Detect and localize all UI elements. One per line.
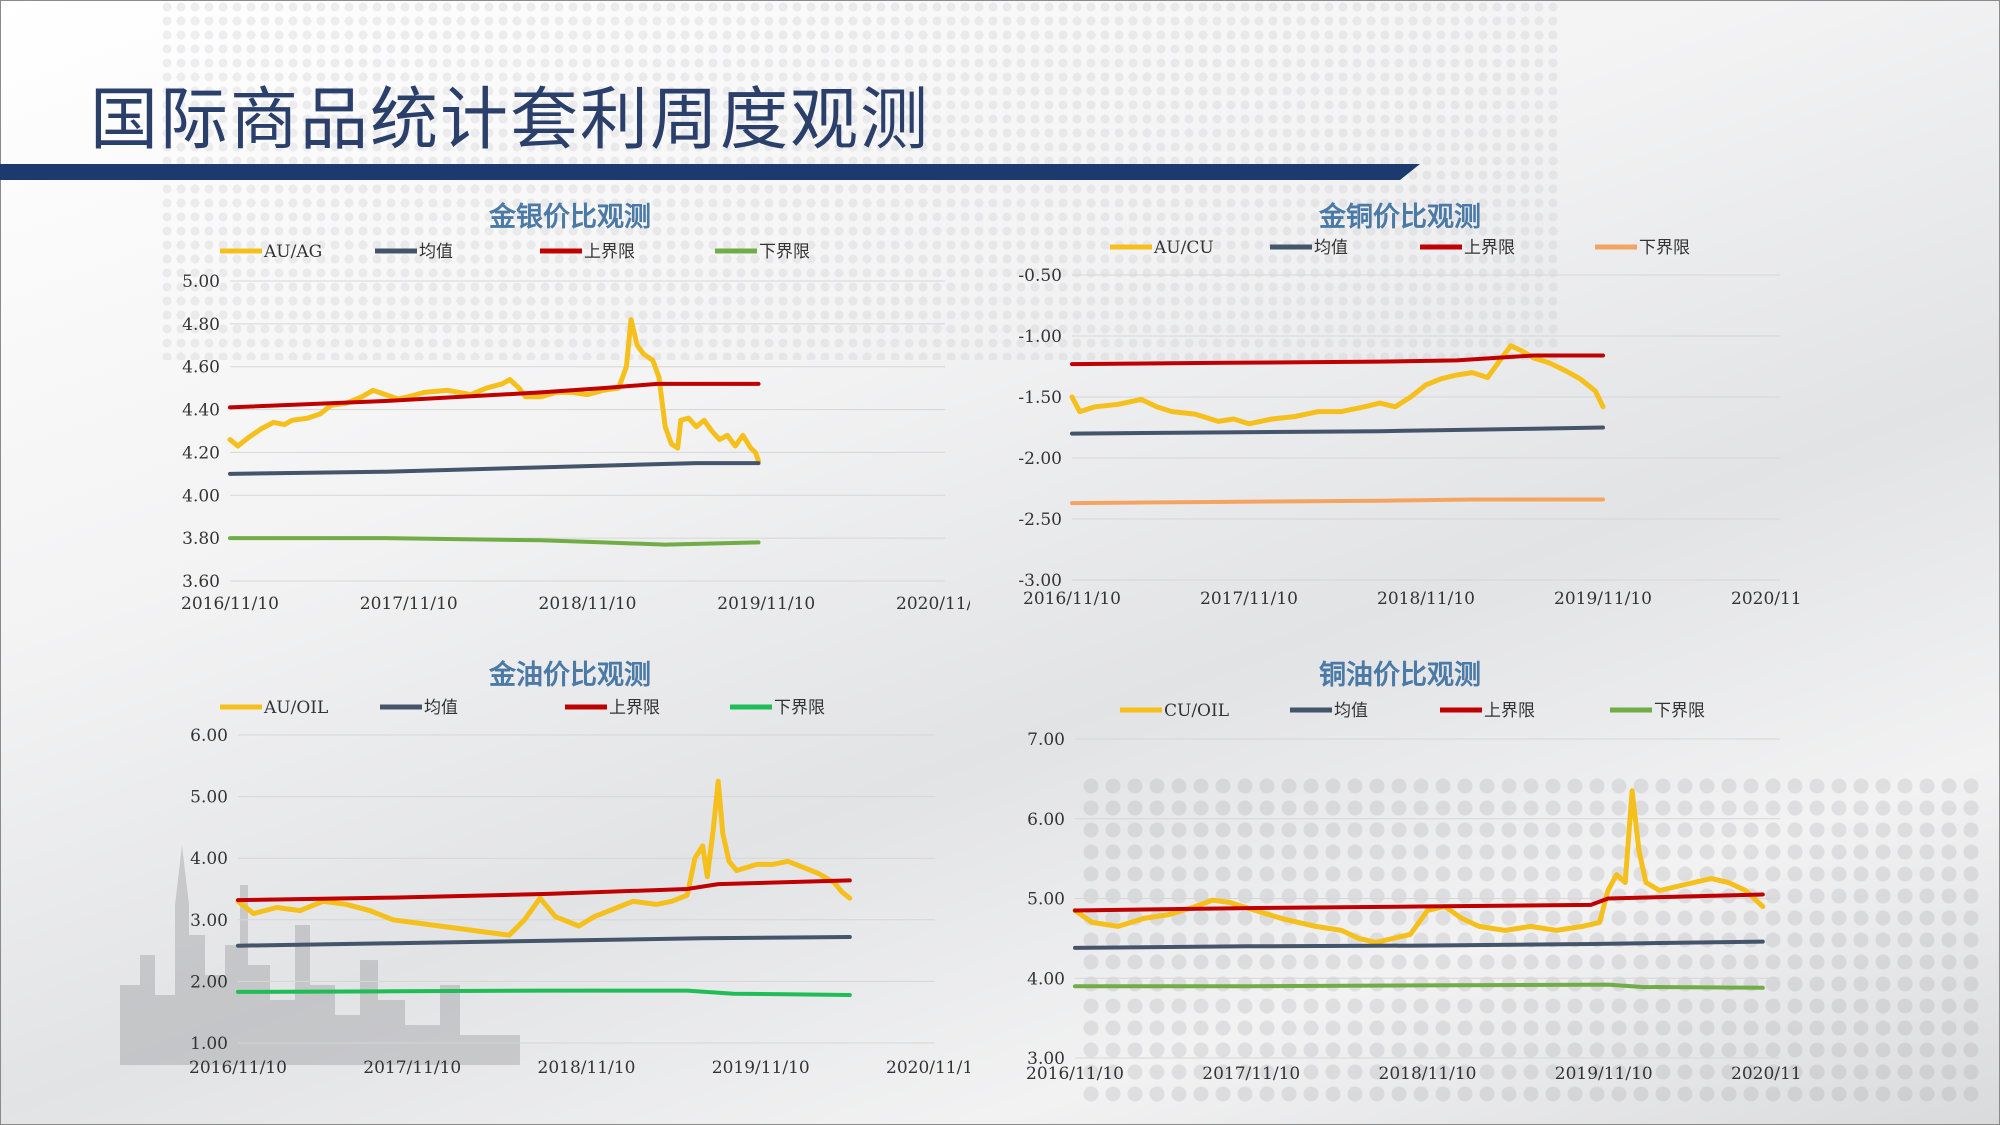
series-line-3	[236, 988, 852, 997]
chart-au-cu-panel: 金铜价比观测 -0.50 -1.00 -1.50 -2.00 -2.50 -3.00 201…	[1000, 185, 1800, 615]
y-tick-label: -0.50	[1018, 266, 1062, 286]
y-tick-label: 3.00	[190, 911, 228, 931]
chart-au-cu: -0.50 -1.00 -1.50 -2.00 -2.50 -3.002016/11/10…	[1018, 238, 1800, 609]
legend-label: 下界限	[1654, 701, 1705, 721]
series-line-3	[1070, 497, 1605, 506]
x-tick-label: 2020/11/10	[1731, 589, 1800, 609]
legend-label: 下界限	[774, 698, 825, 718]
legend-label: 上界限	[1484, 701, 1535, 721]
x-tick-label: 2018/11/10	[1377, 589, 1475, 609]
legend-label: 均值	[419, 242, 453, 262]
series-line-3	[1073, 982, 1765, 990]
y-tick-label: -1.00	[1018, 327, 1062, 347]
title-underline-bar	[0, 164, 1420, 180]
chart-au-ag-panel: 金银价比观测 5.00 4.80 4.60 4.40 4.20 4.00 3.80 3.60 2…	[170, 185, 970, 615]
y-tick-label: 3.00	[1027, 1049, 1065, 1069]
legend-label: 上界限	[584, 242, 635, 262]
legend-label: CU/OIL	[1164, 701, 1229, 721]
chart-au-oil-panel: 金油价比观测 6.00 5.00 4.00 3.00 2.00 1.00 2016/11/1…	[170, 643, 970, 1083]
chart-title: 金银价比观测	[489, 202, 651, 233]
series-line-1	[228, 461, 761, 476]
y-tick-label: 4.00	[182, 486, 220, 506]
chart-au-oil: 6.00 5.00 4.00 3.00 2.00 1.00 2016/11/10 2017/1…	[189, 698, 970, 1078]
y-tick-label: 4.60	[182, 358, 220, 378]
y-tick-label: -2.50	[1018, 510, 1062, 530]
y-tick-label: 1.00	[190, 1034, 228, 1054]
series-line-1	[1070, 425, 1605, 436]
series-line-0	[1072, 788, 1766, 945]
y-tick-label: 4.40	[182, 401, 220, 421]
series-line-0	[227, 317, 761, 464]
legend-label: 均值	[1314, 238, 1348, 258]
series-line-2	[236, 878, 852, 903]
chart-title: 金油价比观测	[489, 660, 651, 691]
x-tick-label: 2019/11/10	[712, 1058, 810, 1078]
x-tick-label: 2018/11/10	[539, 594, 637, 614]
y-tick-label: -2.00	[1018, 449, 1062, 469]
x-tick-label: 2017/11/10	[1202, 1064, 1300, 1083]
y-tick-label: 5.00	[1027, 890, 1065, 910]
legend-label: 均值	[424, 698, 458, 718]
y-tick-label: 5.00	[190, 788, 228, 808]
legend-label: 均值	[1334, 701, 1368, 721]
y-tick-label: 4.80	[182, 315, 220, 335]
chart-cu-oil-panel: 铜油价比观测 7.00 6.00 5.00 4.00 3.00 2016/11/10 201…	[1000, 643, 1800, 1083]
y-tick-label: 4.00	[190, 849, 228, 869]
legend-label: 上界限	[609, 698, 660, 718]
x-tick-label: 2016/11/10	[181, 594, 279, 614]
series-line-1	[1073, 939, 1765, 950]
series-line-0	[235, 778, 853, 938]
legend-label: AU/CU	[1153, 238, 1214, 258]
y-tick-label: 6.00	[190, 726, 228, 746]
background-world-map	[160, 0, 1560, 360]
x-tick-label: 2019/11/10	[1554, 589, 1652, 609]
y-tick-label: -3.00	[1018, 571, 1062, 591]
y-tick-label: 3.80	[182, 529, 220, 549]
y-tick-label: -1.50	[1018, 388, 1062, 408]
x-tick-label: 2016/11/10	[1026, 1064, 1124, 1083]
series-line-2	[1070, 353, 1605, 367]
y-tick-label: 6.00	[1027, 810, 1065, 830]
y-tick-label: 2.00	[190, 972, 228, 992]
x-tick-label: 2016/11/10	[189, 1058, 287, 1078]
series-line-2	[228, 381, 761, 410]
legend-label: AU/OIL	[263, 698, 328, 718]
y-tick-label: 5.00	[182, 272, 220, 292]
series-line-2	[1073, 892, 1765, 913]
series-line-3	[228, 536, 761, 547]
y-tick-label: 7.00	[1027, 730, 1065, 750]
x-tick-label: 2018/11/10	[538, 1058, 636, 1078]
chart-title: 铜油价比观测	[1319, 660, 1481, 691]
x-tick-label: 2017/11/10	[1200, 589, 1298, 609]
series-line-1	[236, 935, 852, 948]
legend-label: 下界限	[1639, 238, 1690, 258]
legend-label: AU/AG	[263, 242, 322, 262]
x-tick-label: 2019/11/10	[717, 594, 815, 614]
background-skyline	[120, 845, 520, 1065]
y-tick-label: 3.60	[182, 572, 220, 592]
x-tick-label: 2017/11/10	[363, 1058, 461, 1078]
page-title: 国际商品统计套利周度观测	[90, 81, 931, 160]
x-tick-label: 2017/11/10	[360, 594, 458, 614]
chart-title: 金铜价比观测	[1319, 202, 1481, 233]
y-tick-label: 4.20	[182, 443, 220, 463]
legend-label: 下界限	[759, 242, 810, 262]
x-tick-label: 2020/11/10	[886, 1058, 970, 1078]
x-tick-label: 2020/11/10	[1731, 1064, 1800, 1083]
chart-au-ag: 5.00 4.80 4.60 4.40 4.20 4.00 3.80 3.602016/11/…	[181, 242, 970, 614]
x-tick-label: 2018/11/10	[1379, 1064, 1477, 1083]
background-dot-pattern	[1080, 775, 1980, 1105]
x-tick-label: 2019/11/10	[1555, 1064, 1653, 1083]
legend-label: 上界限	[1464, 238, 1515, 258]
y-tick-label: 4.00	[1027, 969, 1065, 989]
x-tick-label: 2016/11/10	[1023, 589, 1121, 609]
x-tick-label: 2020/11/10	[896, 594, 970, 614]
